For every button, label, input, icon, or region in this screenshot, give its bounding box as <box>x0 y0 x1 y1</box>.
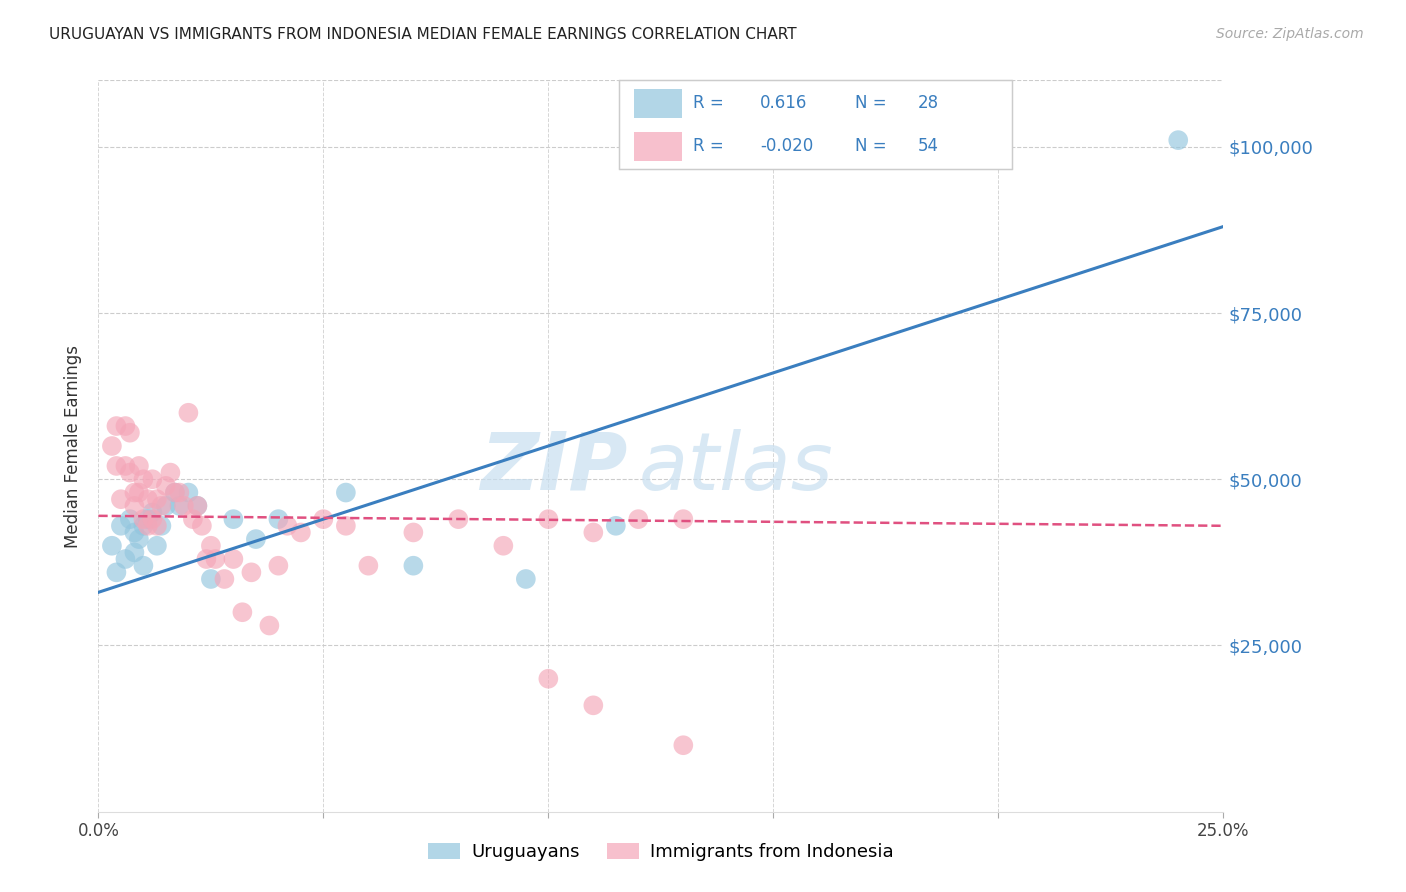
Point <box>128 485 150 500</box>
Point <box>105 458 128 473</box>
Point <box>118 512 141 526</box>
Point <box>357 558 380 573</box>
Point <box>141 506 163 520</box>
Point <box>101 539 124 553</box>
Point <box>200 572 222 586</box>
Point <box>515 572 537 586</box>
Point <box>141 472 163 486</box>
Point <box>231 605 253 619</box>
Text: R =: R = <box>693 95 724 112</box>
Point <box>101 439 124 453</box>
Point <box>186 499 208 513</box>
Point <box>627 512 650 526</box>
Point <box>191 518 214 533</box>
Point <box>169 485 191 500</box>
Point <box>335 518 357 533</box>
Point <box>136 512 159 526</box>
Point <box>335 485 357 500</box>
Point <box>492 539 515 553</box>
Point <box>132 512 155 526</box>
Text: N =: N = <box>855 137 886 155</box>
Point <box>195 552 218 566</box>
Point <box>155 499 177 513</box>
Point <box>124 485 146 500</box>
Text: 28: 28 <box>918 95 939 112</box>
Point <box>114 458 136 473</box>
Text: 0.616: 0.616 <box>761 95 807 112</box>
Point <box>267 558 290 573</box>
Point <box>245 532 267 546</box>
Point <box>118 466 141 480</box>
Point <box>276 518 298 533</box>
Point <box>259 618 281 632</box>
Point <box>155 479 177 493</box>
Point <box>136 518 159 533</box>
Text: -0.020: -0.020 <box>761 137 814 155</box>
Point <box>146 539 169 553</box>
Point <box>141 512 163 526</box>
Point <box>128 532 150 546</box>
Bar <box>634 89 682 118</box>
Point <box>110 518 132 533</box>
Point <box>169 499 191 513</box>
Point <box>150 499 173 513</box>
Point <box>1167 133 1189 147</box>
Point <box>159 466 181 480</box>
Point <box>582 525 605 540</box>
Bar <box>634 132 682 161</box>
Point <box>605 518 627 533</box>
Point <box>214 572 236 586</box>
Point <box>124 525 146 540</box>
Point <box>181 512 204 526</box>
Point <box>150 518 173 533</box>
Point <box>132 472 155 486</box>
Point <box>240 566 263 580</box>
Point <box>537 512 560 526</box>
Point <box>114 552 136 566</box>
Point <box>200 539 222 553</box>
Point <box>132 518 155 533</box>
Point <box>105 566 128 580</box>
Y-axis label: Median Female Earnings: Median Female Earnings <box>65 344 83 548</box>
Legend: Uruguayans, Immigrants from Indonesia: Uruguayans, Immigrants from Indonesia <box>420 836 901 869</box>
Point <box>132 558 155 573</box>
Point <box>128 458 150 473</box>
Point <box>146 518 169 533</box>
Point <box>163 485 186 500</box>
Text: Source: ZipAtlas.com: Source: ZipAtlas.com <box>1216 27 1364 41</box>
Point <box>110 492 132 507</box>
Point <box>186 499 208 513</box>
Point <box>177 406 200 420</box>
Text: N =: N = <box>855 95 886 112</box>
Point <box>402 525 425 540</box>
Point <box>146 492 169 507</box>
Point <box>447 512 470 526</box>
Text: R =: R = <box>693 137 724 155</box>
Point <box>582 698 605 713</box>
Text: ZIP: ZIP <box>479 429 627 507</box>
Point <box>136 492 159 507</box>
Point <box>222 552 245 566</box>
Point <box>163 485 186 500</box>
Point <box>537 672 560 686</box>
Point <box>290 525 312 540</box>
Point <box>312 512 335 526</box>
Point <box>177 485 200 500</box>
Point <box>204 552 226 566</box>
Point <box>672 738 695 752</box>
Text: 54: 54 <box>918 137 939 155</box>
Point <box>402 558 425 573</box>
Point <box>118 425 141 440</box>
Point <box>124 499 146 513</box>
Point <box>173 499 195 513</box>
Point <box>267 512 290 526</box>
Text: atlas: atlas <box>638 429 834 507</box>
Point <box>222 512 245 526</box>
Point <box>114 419 136 434</box>
Point <box>124 545 146 559</box>
Point <box>672 512 695 526</box>
Text: URUGUAYAN VS IMMIGRANTS FROM INDONESIA MEDIAN FEMALE EARNINGS CORRELATION CHART: URUGUAYAN VS IMMIGRANTS FROM INDONESIA M… <box>49 27 797 42</box>
Point <box>105 419 128 434</box>
